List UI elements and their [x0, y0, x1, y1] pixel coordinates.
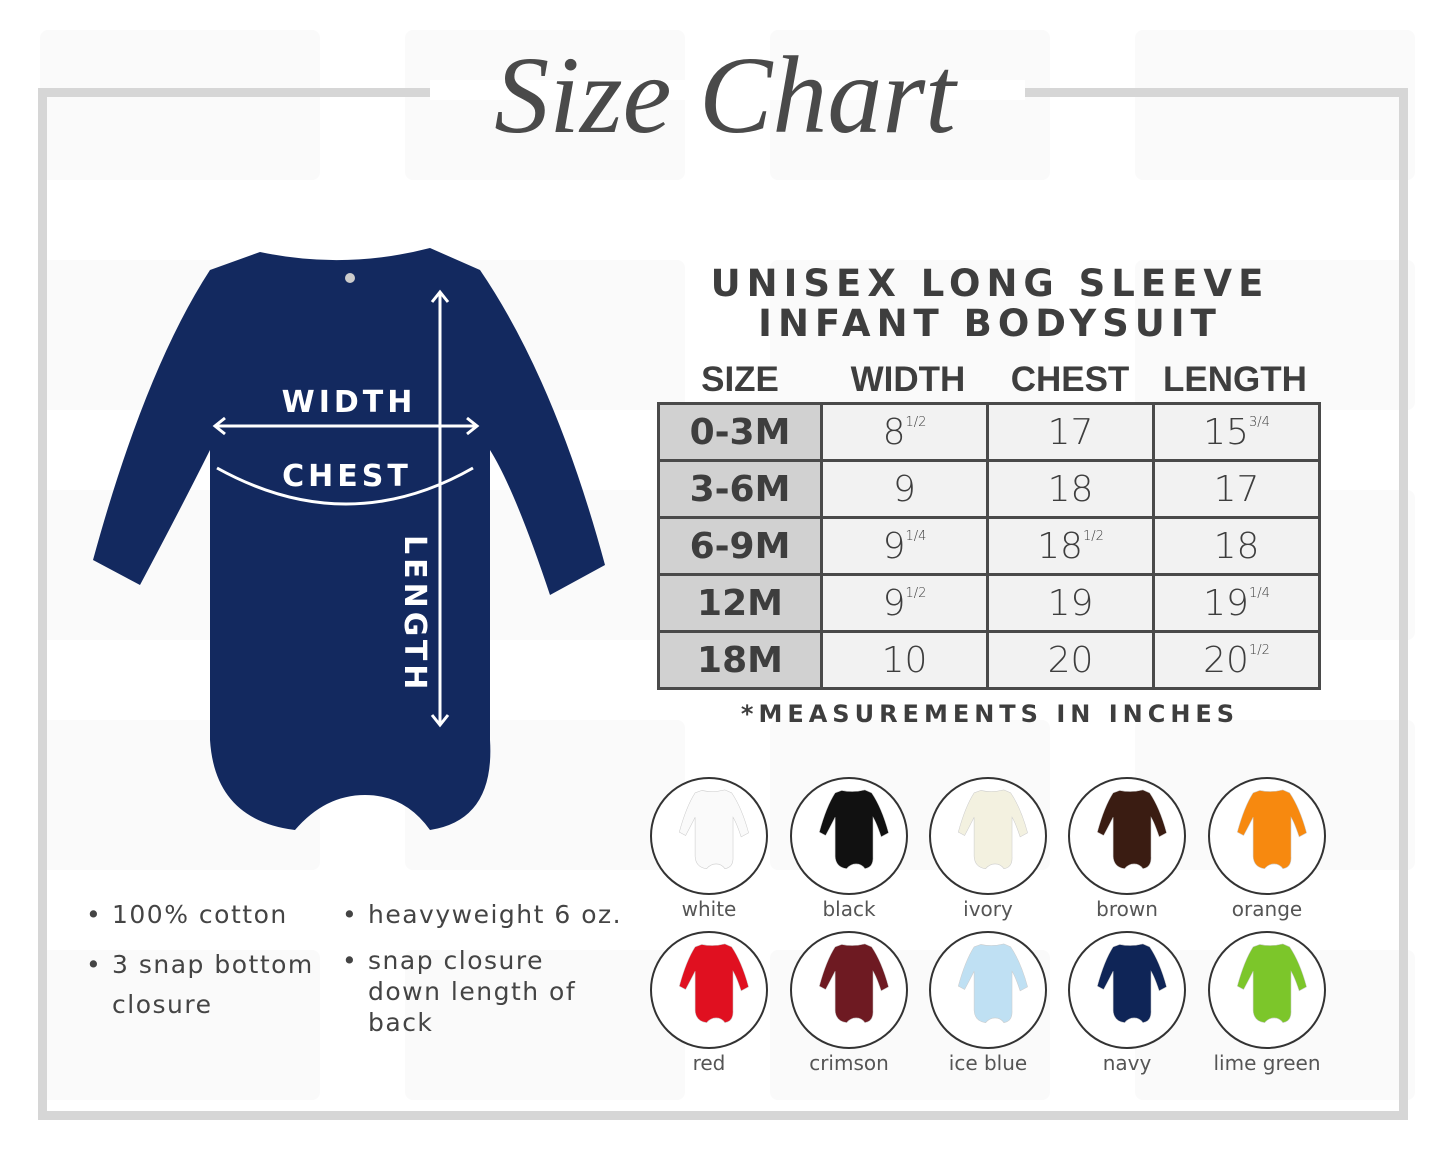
length-arrowheads — [430, 289, 450, 728]
color-swatch: navy — [1052, 931, 1202, 1075]
color-label: brown — [1096, 897, 1158, 921]
length-cell: 17 — [1152, 459, 1321, 519]
width-cell: 81/2 — [820, 402, 989, 462]
width-cell: 91/4 — [820, 516, 989, 576]
size-cell: 6-9M — [657, 516, 823, 576]
length-cell: 191/4 — [1152, 573, 1321, 633]
color-swatch: orange — [1192, 777, 1342, 921]
color-swatch: lime green — [1192, 931, 1342, 1075]
bodysuit-icon — [818, 789, 889, 869]
length-cell: 201/2 — [1152, 630, 1321, 690]
bodysuit-icon — [678, 943, 749, 1023]
color-label: red — [692, 1051, 726, 1075]
bodysuit-icon — [1096, 943, 1167, 1023]
header-width: WIDTH — [850, 360, 966, 399]
color-label: ice blue — [948, 1051, 1028, 1075]
chest-cell: 20 — [986, 630, 1155, 690]
size-cell: 12M — [657, 573, 823, 633]
width-arrowheads — [212, 416, 480, 436]
size-cell: 0-3M — [657, 402, 823, 462]
color-label: lime green — [1213, 1051, 1321, 1075]
color-label: navy — [1102, 1051, 1152, 1075]
color-label: white — [681, 897, 737, 921]
chest-cell: 17 — [986, 402, 1155, 462]
bodysuit-icon — [1236, 789, 1307, 869]
length-cell: 18 — [1152, 516, 1321, 576]
bodysuit-icon — [1096, 789, 1167, 869]
color-swatch: black — [774, 777, 924, 921]
color-swatch: ivory — [913, 777, 1063, 921]
header-chest: CHEST — [1010, 360, 1130, 399]
chest-label: CHEST — [282, 459, 412, 494]
table-row: 18M 10 20 201/2 — [657, 630, 1321, 690]
bodysuit-shape — [93, 248, 605, 830]
width-cell: 91/2 — [820, 573, 989, 633]
product-title-line1: UNISEX LONG SLEEVE — [710, 262, 1270, 305]
length-cell: 153/4 — [1152, 402, 1321, 462]
feature-item: • heavyweight 6 oz. — [342, 900, 623, 929]
bodysuit-icon — [1236, 943, 1307, 1023]
color-swatch: white — [634, 777, 784, 921]
width-cell: 9 — [820, 459, 989, 519]
chest-cell: 19 — [986, 573, 1155, 633]
color-label: black — [822, 897, 876, 921]
color-label: ivory — [963, 897, 1013, 921]
chest-cell: 18 — [986, 459, 1155, 519]
table-row: 6-9M 91/4 181/2 18 — [657, 516, 1321, 576]
color-label: crimson — [809, 1051, 889, 1075]
size-table: 0-3M 81/2 17 153/4 3-6M 9 18 17 6-9M 91/4 181/2 18 1… — [657, 402, 1321, 690]
size-cell: 3-6M — [657, 459, 823, 519]
bodysuit-icon — [818, 943, 889, 1023]
bodysuit-icon — [957, 789, 1028, 869]
bodysuit-icon — [957, 943, 1028, 1023]
bodysuit-icon — [678, 789, 749, 869]
page-title: Size Chart — [494, 34, 956, 156]
color-swatch: crimson — [774, 931, 924, 1075]
width-cell: 10 — [820, 630, 989, 690]
product-title-line2: INFANT BODYSUIT — [758, 302, 1222, 345]
bodysuit-diagram: WIDTH CHEST LENGTH — [93, 248, 605, 830]
header-length: LENGTH — [1163, 360, 1307, 399]
table-row: 0-3M 81/2 17 153/4 — [657, 402, 1321, 462]
feature-item: • 100% cotton — [86, 900, 288, 929]
measurement-note: *MEASUREMENTS IN INCHES — [740, 700, 1240, 728]
header-size: SIZE — [701, 360, 779, 399]
color-label: orange — [1231, 897, 1303, 921]
feature-item: • 3 snap bottom closure — [86, 950, 314, 1019]
table-row: 12M 91/2 19 191/4 — [657, 573, 1321, 633]
color-swatch: red — [634, 931, 784, 1075]
width-label: WIDTH — [282, 385, 417, 420]
table-row: 3-6M 9 18 17 — [657, 459, 1321, 519]
feature-item: • snap closure down length of back — [342, 946, 577, 1037]
snap-icon — [345, 273, 355, 283]
color-swatch: ice blue — [913, 931, 1063, 1075]
size-cell: 18M — [657, 630, 823, 690]
title-backdrop — [430, 80, 1025, 100]
color-swatch: brown — [1052, 777, 1202, 921]
chest-cell: 181/2 — [986, 516, 1155, 576]
length-label: LENGTH — [397, 535, 432, 693]
